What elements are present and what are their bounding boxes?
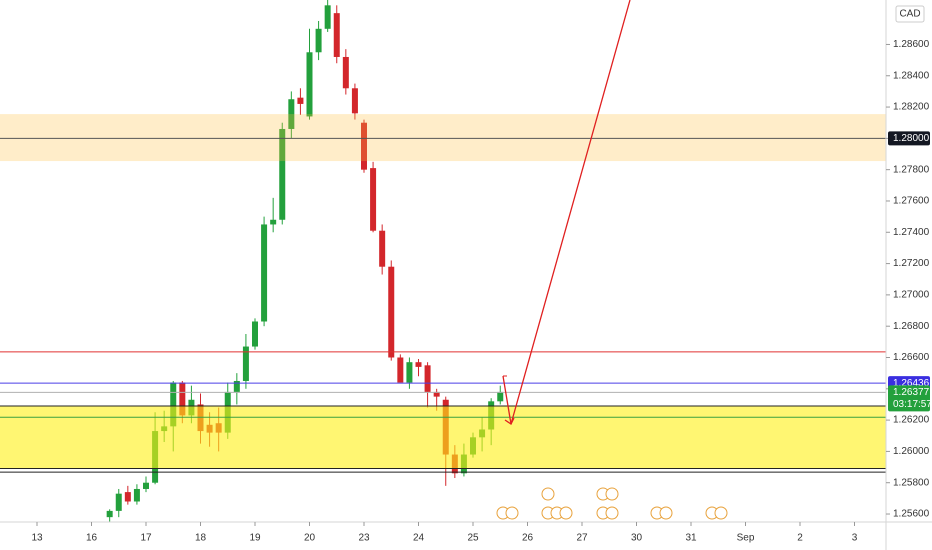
y-tick-label: 1.26800	[893, 321, 930, 332]
event-icon	[541, 487, 555, 501]
x-tick-label: 23	[358, 533, 370, 544]
candle-body	[252, 321, 258, 347]
x-tick-label: 17	[140, 533, 152, 544]
price-zone	[0, 406, 886, 469]
candle-body	[370, 168, 377, 231]
candle-body	[297, 97, 304, 104]
x-tick-label: 30	[631, 533, 643, 544]
price-zone	[0, 114, 886, 162]
candle-body	[106, 510, 113, 518]
candle-body	[351, 88, 358, 114]
y-tick-label: 1.28400	[893, 70, 930, 81]
candle-body	[324, 5, 331, 29]
x-tick-label: 18	[195, 533, 207, 544]
x-tick-label: 24	[413, 533, 425, 544]
candle-body	[242, 346, 249, 381]
event-icon	[605, 506, 619, 520]
y-tick-label: 1.27400	[893, 227, 930, 238]
user-drawing	[502, 0, 631, 425]
event-icons	[496, 487, 728, 520]
candle-body	[170, 382, 177, 427]
candle-body	[233, 380, 240, 392]
event-icon	[605, 487, 619, 501]
y-tick-label: 1.27600	[893, 196, 930, 207]
x-tick-label: Sep	[737, 533, 755, 544]
y-tick-label: 1.25600	[893, 509, 930, 520]
x-tick-label: 13	[31, 533, 43, 544]
candle-body	[143, 482, 149, 489]
x-tick-label: 2	[797, 533, 803, 544]
x-tick-label: 16	[86, 533, 98, 544]
candle-body	[306, 52, 313, 117]
currency-label: CAD	[899, 9, 920, 20]
price-badge-countdown: 03:17:57	[893, 399, 932, 410]
candle-body	[279, 128, 286, 220]
y-tick-label: 1.27000	[893, 290, 930, 301]
candle-body	[261, 224, 268, 322]
candle-body	[270, 219, 277, 225]
candle-body	[333, 13, 340, 57]
price-badge-label: 1.26436	[893, 378, 930, 389]
y-tick-label: 1.27200	[893, 258, 930, 269]
candle-body	[115, 493, 122, 511]
candle-body	[497, 391, 504, 402]
x-tick-label: 3	[852, 533, 858, 544]
y-tick-label: 1.28200	[893, 102, 930, 113]
y-tick-label: 1.26600	[893, 352, 930, 363]
price-badge-label: 1.28000	[893, 133, 930, 144]
y-tick-label: 1.26200	[893, 415, 930, 426]
candle-body	[433, 391, 440, 397]
candle-body	[124, 492, 131, 502]
y-tick-label: 1.25800	[893, 477, 930, 488]
candle-body	[388, 266, 395, 358]
candle-body	[133, 488, 140, 502]
event-icon	[505, 506, 519, 520]
plot-area	[0, 0, 886, 522]
price-badge	[888, 131, 930, 146]
arrow-head	[504, 417, 515, 425]
x-tick-label: 27	[576, 533, 588, 544]
candle-body	[397, 357, 404, 383]
candle-body	[361, 122, 367, 170]
candle-body	[424, 365, 431, 392]
event-icon	[659, 506, 673, 520]
x-tick-label: 26	[522, 533, 534, 544]
candle-body	[415, 362, 422, 367]
candle-body	[406, 362, 413, 383]
event-icon	[559, 506, 573, 520]
candle-body	[315, 28, 322, 53]
candle-body	[379, 230, 386, 267]
y-tick-label: 1.27800	[893, 164, 930, 175]
candle-body	[179, 382, 186, 416]
x-tick-label: 20	[304, 533, 316, 544]
candle-body	[288, 99, 295, 129]
x-tick-label: 31	[685, 533, 697, 544]
price-badge-label: 1.26377	[893, 387, 930, 398]
price-badge	[888, 385, 930, 412]
x-tick-label: 19	[249, 533, 261, 544]
x-tick-label: 25	[467, 533, 479, 544]
y-tick-label: 1.26000	[893, 446, 930, 457]
event-icon	[714, 506, 728, 520]
y-tick-label: 1.28600	[893, 39, 930, 50]
currency-box	[895, 5, 925, 23]
candle-body	[342, 56, 349, 89]
